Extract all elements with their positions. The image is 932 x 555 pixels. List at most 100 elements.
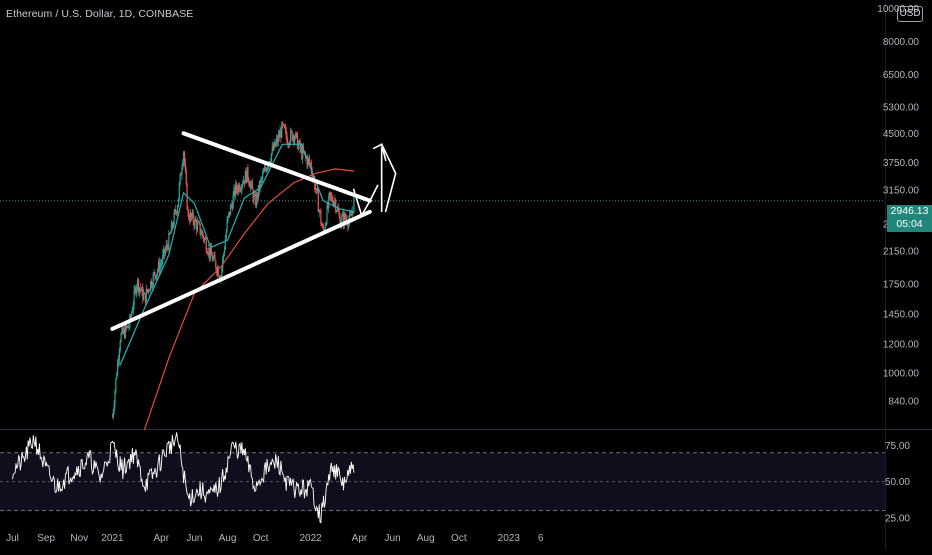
candle-up [136, 285, 138, 294]
time-tick-label: Jul [6, 533, 19, 544]
candle-down [195, 218, 197, 222]
candle-up [120, 333, 122, 342]
candle-up [230, 205, 233, 207]
candle-up [324, 225, 326, 231]
candle-up [212, 257, 214, 261]
candle-down [142, 287, 144, 300]
candle-down [269, 161, 271, 163]
upper-trendline[interactable] [181, 131, 372, 203]
candle-down [211, 255, 213, 261]
candle-up [177, 197, 180, 207]
candle-up [329, 192, 331, 196]
candle-up [157, 262, 160, 271]
candle-up [335, 210, 338, 212]
candle-up [156, 273, 158, 279]
time-tick-label: Jun [385, 533, 401, 544]
candle-down [190, 213, 193, 217]
candle-down [276, 138, 279, 143]
candle-down [196, 221, 198, 230]
last-price-value: 2946.13 [890, 205, 929, 217]
candle-down [238, 184, 240, 191]
lower-trendline[interactable] [110, 209, 372, 331]
candle-up [170, 222, 173, 233]
candle-up [241, 184, 243, 190]
candle-up [117, 361, 119, 376]
candle-down [144, 293, 147, 302]
projection-arrowhead[interactable] [372, 143, 387, 162]
candle-down [206, 251, 208, 254]
candle-up [239, 189, 241, 191]
candle-up [333, 202, 335, 206]
candle-up [271, 146, 273, 154]
candle-down [308, 157, 310, 160]
candle-down [127, 325, 129, 328]
candle-down [122, 328, 124, 334]
candle-down [314, 178, 316, 190]
price-tick-label: 1200.00 [883, 340, 920, 351]
price-tick-label: 8000.00 [883, 37, 920, 48]
time-tick-label: Oct [253, 533, 269, 544]
candle-up [256, 193, 258, 207]
candle-down [209, 247, 211, 258]
candle-up [160, 263, 162, 265]
candle-down [272, 146, 274, 150]
candle-up [197, 222, 200, 224]
candle-up [191, 212, 193, 217]
candle-up [341, 216, 343, 224]
candle-down [135, 288, 137, 294]
candle-up [118, 349, 120, 361]
candle-up [141, 287, 143, 292]
candle-down [338, 212, 340, 216]
candle-up [277, 134, 279, 143]
candle-up [260, 178, 262, 182]
candle-down [155, 276, 157, 279]
candle-up [170, 232, 172, 235]
price-tick-label: 5300.00 [883, 103, 920, 114]
price-tick-label: 1000.00 [883, 369, 920, 380]
candle-up [253, 194, 255, 201]
candle-up [242, 183, 244, 185]
candle-down [192, 212, 194, 223]
currency-button[interactable]: USD [897, 6, 923, 22]
candle-up [279, 130, 281, 138]
candle-up [263, 167, 266, 172]
candle-down [171, 222, 173, 228]
time-tick-label: 2022 [299, 533, 322, 544]
candle-up [123, 328, 125, 334]
candle-up [223, 249, 226, 254]
candle-down [327, 205, 329, 208]
candle-down [199, 223, 201, 235]
candle-down [286, 135, 288, 144]
candle-up [298, 140, 300, 144]
candle-up [182, 162, 184, 169]
candle-up [229, 205, 232, 216]
candle-up [348, 214, 351, 221]
candle-down [198, 222, 200, 224]
price-tick-label: 1450.00 [883, 309, 920, 320]
slow-moving-average-line [143, 168, 355, 431]
candle-down [293, 135, 295, 142]
candle-down [158, 262, 160, 272]
price-tick-label: 6500.00 [883, 70, 920, 81]
candle-up [194, 218, 196, 226]
candle-down [202, 231, 204, 236]
candle-up [189, 213, 192, 222]
candle-down [240, 189, 242, 191]
rsi-tick-label: 25.00 [885, 513, 910, 524]
candle-down [185, 171, 187, 184]
price-tick-label: 3150.00 [883, 186, 920, 197]
candle-up [326, 205, 328, 224]
candle-down [188, 211, 190, 219]
candle-down [137, 279, 140, 293]
time-tick-label: 6 [538, 533, 544, 544]
candle-down [215, 260, 217, 269]
candle-up [273, 142, 275, 150]
candle-up [163, 248, 165, 255]
projection-drawing[interactable] [352, 143, 397, 217]
symbol-title: Ethereum / U.S. Dollar, 1D, COINBASE [6, 8, 194, 20]
candle-up [289, 130, 292, 143]
candle-down [125, 324, 127, 328]
candle-down [254, 194, 256, 196]
